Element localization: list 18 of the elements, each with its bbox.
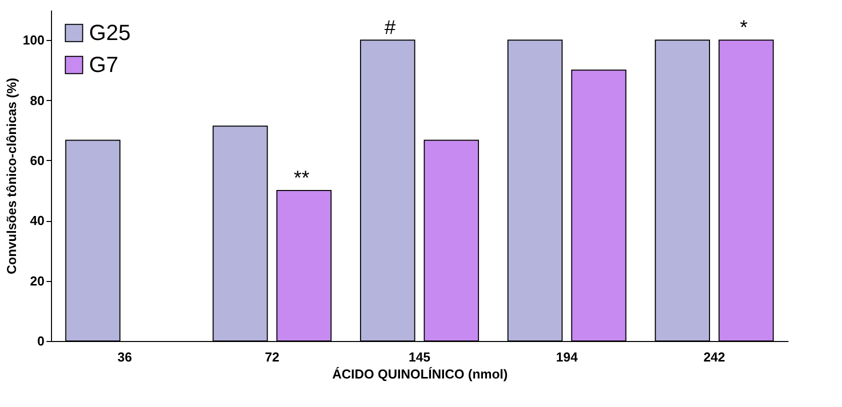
x-tick-label: 242 bbox=[703, 350, 726, 364]
x-axis-title: ÁCIDO QUINOLÍNICO (nmol) bbox=[332, 366, 508, 382]
x-tick-label: 194 bbox=[556, 350, 579, 364]
annotation: # bbox=[384, 17, 396, 40]
y-tick-label: 60 bbox=[30, 152, 44, 168]
y-tick-label: 20 bbox=[30, 273, 44, 288]
y-tick-label: 40 bbox=[30, 213, 44, 228]
y-tick-label: 100 bbox=[22, 32, 44, 48]
legend-label: G25 bbox=[89, 20, 131, 45]
x-tick-label: 36 bbox=[117, 350, 132, 364]
legend-label: G7 bbox=[89, 52, 118, 77]
annotation: ** bbox=[294, 168, 310, 190]
annotation: * bbox=[740, 17, 748, 40]
y-tick-label: 0 bbox=[37, 334, 44, 348]
y-axis-title: Convulsões tônico-clônicas (%) bbox=[4, 78, 19, 274]
x-tick-label: 72 bbox=[264, 350, 280, 364]
x-tick-label: 145 bbox=[408, 350, 430, 364]
y-tick-label: 80 bbox=[30, 92, 44, 108]
